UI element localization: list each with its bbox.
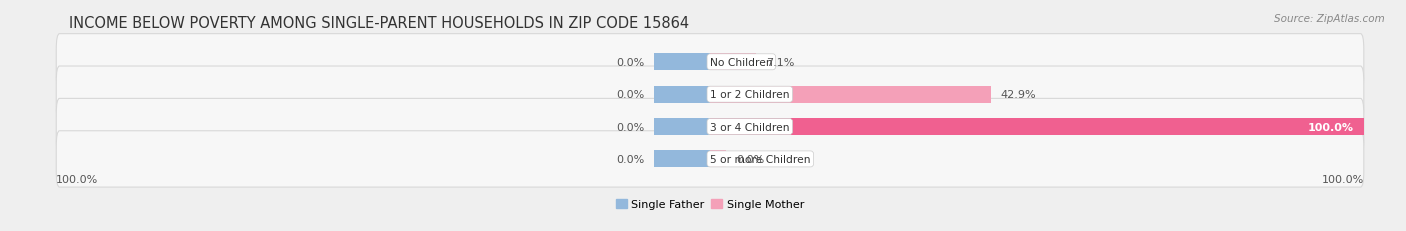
Text: 3 or 4 Children: 3 or 4 Children <box>710 122 790 132</box>
Text: 0.0%: 0.0% <box>737 154 765 164</box>
Bar <box>654 54 710 71</box>
Text: 42.9%: 42.9% <box>1000 90 1036 100</box>
Bar <box>654 151 710 168</box>
Text: 7.1%: 7.1% <box>766 58 794 67</box>
Legend: Single Father, Single Mother: Single Father, Single Mother <box>612 194 808 213</box>
Text: 0.0%: 0.0% <box>616 58 644 67</box>
Text: 100.0%: 100.0% <box>1308 122 1354 132</box>
Text: 0.0%: 0.0% <box>616 122 644 132</box>
Text: 5 or more Children: 5 or more Children <box>710 154 810 164</box>
Bar <box>710 54 756 71</box>
Bar <box>710 119 1364 136</box>
Text: Source: ZipAtlas.com: Source: ZipAtlas.com <box>1274 14 1385 24</box>
Text: 100.0%: 100.0% <box>1322 174 1364 184</box>
Bar <box>710 86 990 103</box>
Bar <box>710 151 727 168</box>
Text: 1 or 2 Children: 1 or 2 Children <box>710 90 790 100</box>
FancyBboxPatch shape <box>56 67 1364 123</box>
Bar <box>654 86 710 103</box>
FancyBboxPatch shape <box>56 34 1364 91</box>
Text: No Children: No Children <box>710 58 773 67</box>
Text: 0.0%: 0.0% <box>616 90 644 100</box>
Text: 100.0%: 100.0% <box>56 174 98 184</box>
FancyBboxPatch shape <box>56 99 1364 155</box>
Bar <box>654 119 710 136</box>
Text: INCOME BELOW POVERTY AMONG SINGLE-PARENT HOUSEHOLDS IN ZIP CODE 15864: INCOME BELOW POVERTY AMONG SINGLE-PARENT… <box>69 15 689 30</box>
FancyBboxPatch shape <box>56 131 1364 187</box>
Text: 0.0%: 0.0% <box>616 154 644 164</box>
